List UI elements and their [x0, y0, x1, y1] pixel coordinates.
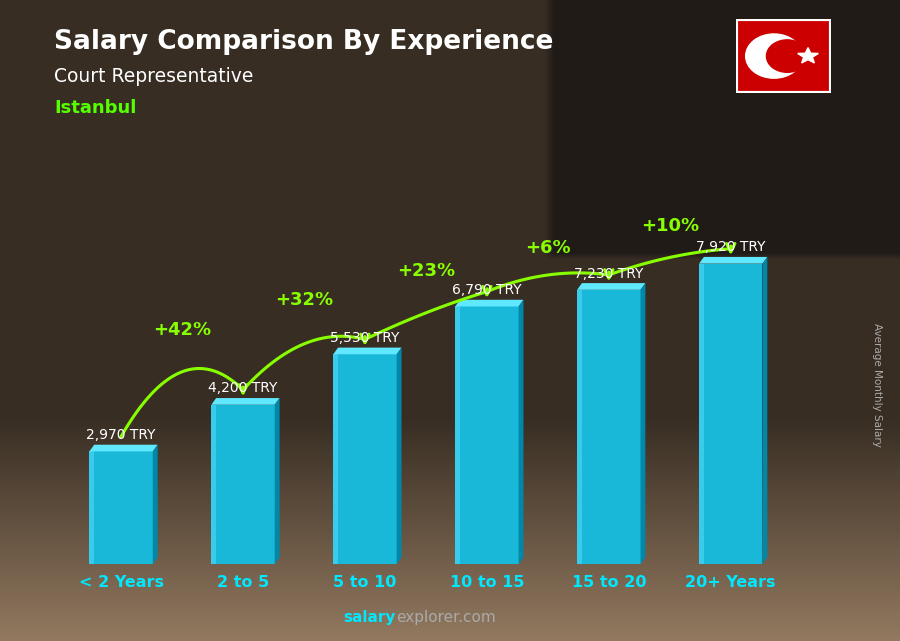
Polygon shape [577, 283, 645, 290]
Text: 7,230 TRY: 7,230 TRY [574, 267, 644, 281]
Polygon shape [518, 300, 524, 564]
Text: +6%: +6% [525, 239, 571, 258]
Text: +32%: +32% [274, 292, 333, 310]
Polygon shape [153, 445, 157, 564]
Circle shape [745, 34, 802, 78]
FancyBboxPatch shape [577, 290, 582, 564]
FancyBboxPatch shape [89, 451, 94, 564]
Circle shape [767, 40, 808, 72]
Polygon shape [797, 47, 818, 63]
FancyBboxPatch shape [699, 263, 704, 564]
Polygon shape [641, 283, 645, 564]
Text: Average Monthly Salary: Average Monthly Salary [872, 322, 883, 447]
FancyBboxPatch shape [212, 404, 274, 564]
FancyBboxPatch shape [333, 354, 338, 564]
FancyBboxPatch shape [736, 19, 831, 93]
FancyBboxPatch shape [699, 263, 762, 564]
Polygon shape [397, 347, 401, 564]
Text: explorer.com: explorer.com [396, 610, 496, 625]
Polygon shape [699, 257, 768, 263]
Text: Istanbul: Istanbul [54, 99, 137, 117]
Text: 7,920 TRY: 7,920 TRY [696, 240, 766, 254]
Text: 4,200 TRY: 4,200 TRY [208, 381, 278, 395]
Text: +23%: +23% [397, 262, 455, 279]
Polygon shape [762, 257, 768, 564]
FancyBboxPatch shape [577, 290, 641, 564]
FancyBboxPatch shape [333, 354, 397, 564]
Polygon shape [212, 398, 280, 404]
Text: Court Representative: Court Representative [54, 67, 254, 87]
Polygon shape [274, 398, 280, 564]
Text: 5,530 TRY: 5,530 TRY [330, 331, 400, 345]
Polygon shape [333, 347, 401, 354]
Text: Salary Comparison By Experience: Salary Comparison By Experience [54, 29, 554, 55]
Polygon shape [455, 300, 524, 306]
FancyBboxPatch shape [455, 306, 518, 564]
Text: 6,790 TRY: 6,790 TRY [452, 283, 522, 297]
Text: salary: salary [344, 610, 396, 625]
FancyBboxPatch shape [212, 404, 216, 564]
Text: 2,970 TRY: 2,970 TRY [86, 428, 156, 442]
Polygon shape [89, 445, 158, 451]
Text: +10%: +10% [641, 217, 698, 235]
Text: +42%: +42% [153, 321, 211, 339]
FancyBboxPatch shape [455, 306, 460, 564]
FancyBboxPatch shape [89, 451, 153, 564]
